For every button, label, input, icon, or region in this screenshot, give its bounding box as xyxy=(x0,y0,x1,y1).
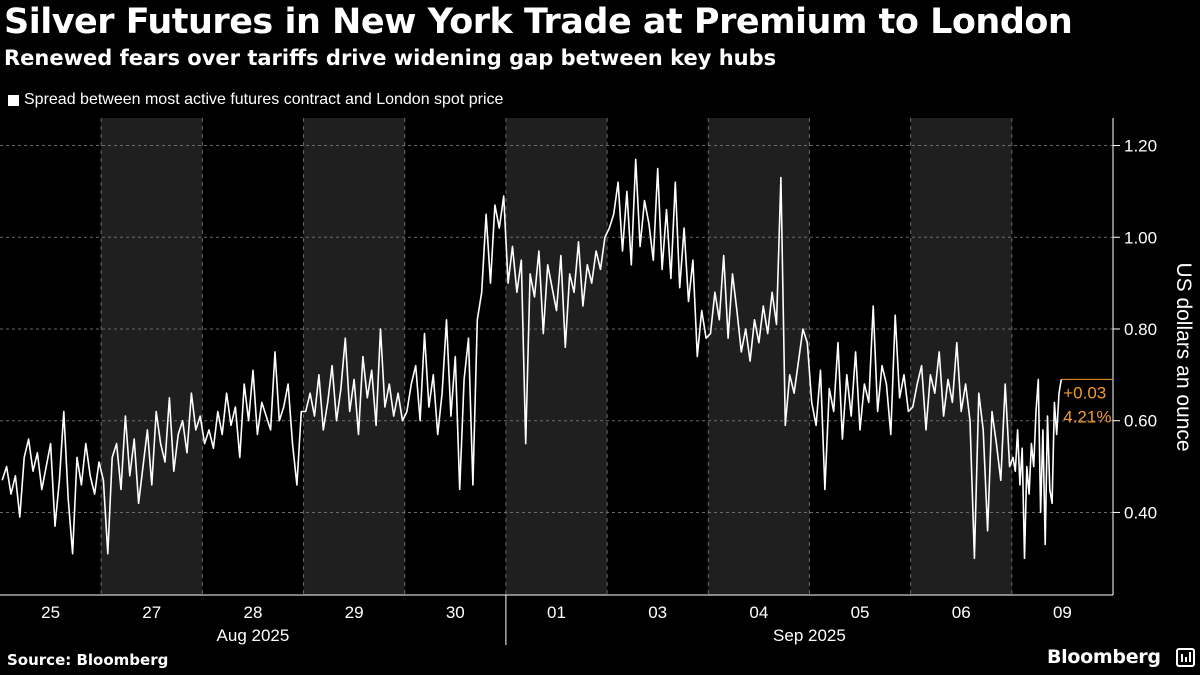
shaded-day-band xyxy=(910,118,1012,595)
y-tick-label: 1.00 xyxy=(1124,228,1157,247)
x-tick-label: 25 xyxy=(41,603,60,622)
x-tick-label: 04 xyxy=(749,603,768,622)
bloomberg-badge-icon xyxy=(1176,648,1195,667)
y-tick-label: 0.80 xyxy=(1124,320,1157,339)
bloomberg-logo: Bloomberg xyxy=(1047,646,1161,668)
y-tick-label: 0.60 xyxy=(1124,412,1157,431)
x-tick-label: 09 xyxy=(1053,603,1072,622)
chart-subtitle: Renewed fears over tariffs drive widenin… xyxy=(4,46,777,70)
shaded-day-band xyxy=(708,118,810,595)
legend: Spread between most active futures contr… xyxy=(8,91,503,109)
legend-swatch xyxy=(8,94,19,106)
y-tick-label: 1.20 xyxy=(1124,137,1157,156)
y-axis-label: US dollars an ounce xyxy=(1172,262,1195,452)
chart-title: Silver Futures in New York Trade at Prem… xyxy=(4,2,1073,42)
series-line-spread xyxy=(1,158,1063,560)
x-tick-label: 06 xyxy=(952,603,971,622)
shaded-day-band xyxy=(101,118,203,595)
shaded-day-band xyxy=(303,118,405,595)
x-tick-label: 27 xyxy=(142,603,161,622)
x-tick-label: 30 xyxy=(446,603,465,622)
y-tick-label: 0.40 xyxy=(1124,503,1157,522)
x-tick-label: 28 xyxy=(243,603,262,622)
x-month-label: Aug 2025 xyxy=(217,626,290,645)
x-month-label: Sep 2025 xyxy=(773,626,846,645)
annotation-percent: 4.21% xyxy=(1063,407,1111,426)
x-tick-label: 29 xyxy=(345,603,364,622)
x-tick-label: 03 xyxy=(648,603,667,622)
legend-label: Spread between most active futures contr… xyxy=(24,91,504,108)
x-tick-label: 01 xyxy=(547,603,566,622)
x-tick-label: 05 xyxy=(851,603,870,622)
source-note: Source: Bloomberg xyxy=(7,651,169,669)
shaded-day-band xyxy=(505,118,608,595)
annotation-change: +0.03 xyxy=(1063,383,1106,402)
